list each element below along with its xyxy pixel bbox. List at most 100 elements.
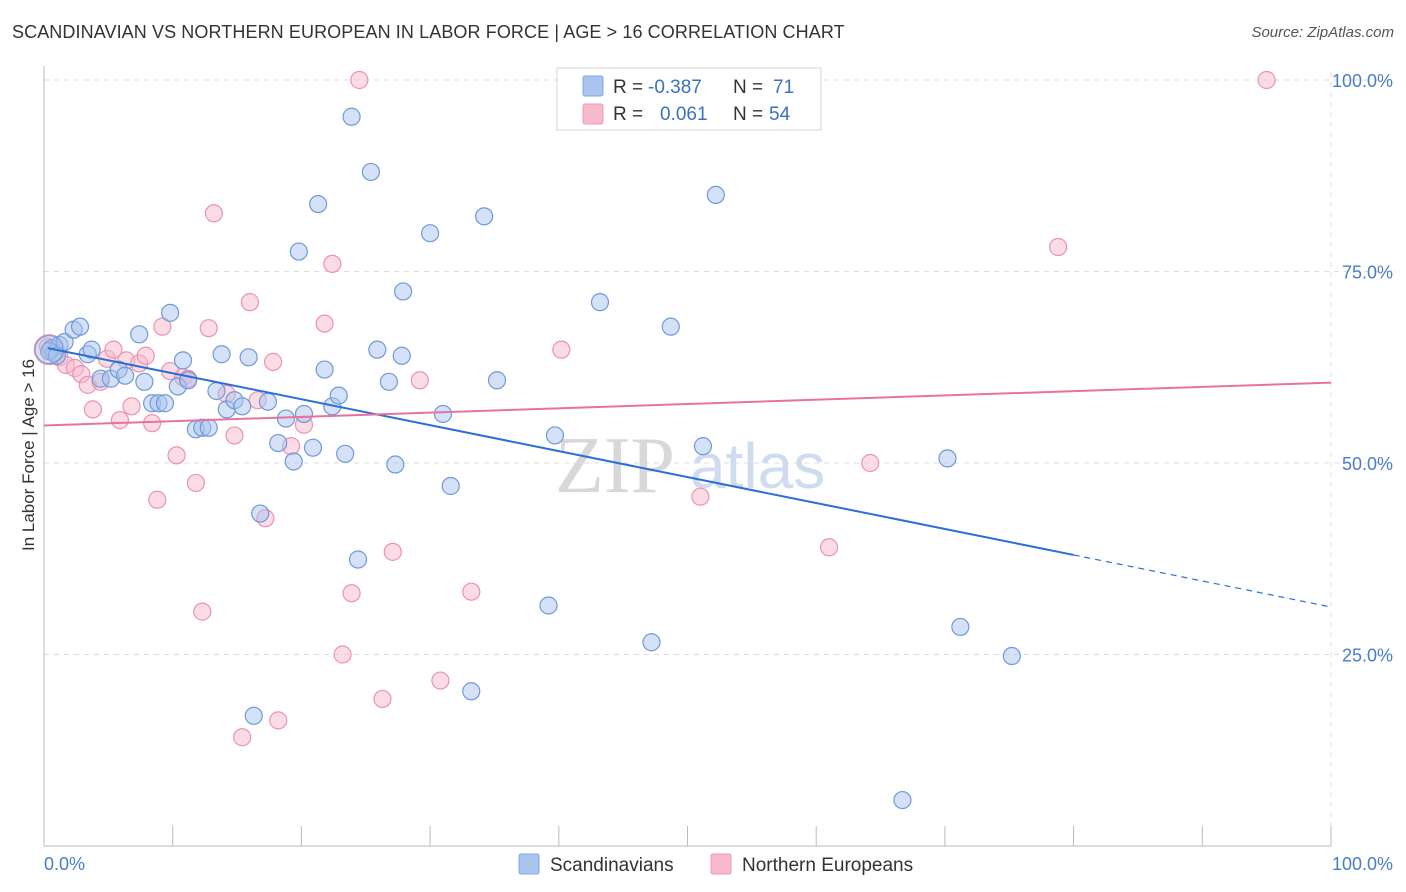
scandinavians-point: [348, 550, 368, 569]
scandinavians-point: [893, 790, 912, 810]
northern-europeans-point: [691, 487, 710, 506]
scandinavians-point: [361, 162, 380, 182]
northern-europeans-point: [462, 582, 481, 601]
scandinavians-point: [392, 346, 411, 365]
watermark: ZIP atlas: [555, 422, 825, 510]
stats-r-value-2: 0.061: [660, 104, 708, 125]
scandinavians-point: [545, 426, 565, 445]
scandinavians-point: [693, 437, 713, 456]
scandinavians-point: [336, 444, 355, 463]
x-tick-label-min: 0.0%: [44, 854, 85, 874]
northern-europeans-point: [1257, 70, 1276, 90]
northern-europeans-point: [167, 446, 186, 465]
northern-europeans-point: [225, 426, 244, 445]
stats-n-label-1: N =: [733, 77, 763, 98]
northern-europeans-point: [861, 453, 880, 473]
northern-europeans-point: [323, 254, 342, 273]
scandinavians-point: [289, 242, 308, 261]
scandinavians-point: [269, 433, 288, 453]
stats-n-value-2: 54: [769, 104, 791, 125]
scandinavians-point: [706, 185, 725, 204]
stats-n-value-1: 71: [773, 77, 794, 98]
tick-labels: 25.0% 50.0% 75.0% 100.0% 0.0% 100.0%: [44, 71, 1393, 874]
northern-europeans-point: [148, 490, 167, 509]
northern-europeans-point: [110, 411, 130, 430]
scandinavians-point: [421, 224, 440, 243]
northern-europeans-point: [186, 473, 205, 493]
scandinavians-point: [433, 404, 453, 424]
scandinavians-point: [315, 360, 334, 379]
northern-europeans-point: [410, 371, 429, 390]
stats-legend-blue-swatch: [582, 75, 604, 97]
scandinavians-point: [462, 682, 481, 701]
stats-n-label-2: N =: [733, 104, 763, 125]
scandinavians-point: [207, 381, 226, 401]
northern-europeans-point: [83, 400, 103, 419]
scandinavians-point: [539, 596, 558, 615]
y-tick-label: 25.0%: [1342, 646, 1393, 666]
stats-r-label-1: R =: [613, 77, 643, 98]
stats-r-label-2: R =: [613, 104, 643, 125]
scandinavians-cluster-point: [34, 335, 64, 365]
scandinavians-point: [386, 455, 405, 474]
scandinavians-trend-line: [47, 347, 1074, 556]
scandinavians-point: [239, 348, 258, 367]
northern-europeans-point: [1049, 237, 1068, 257]
legend-swatch-northern-europeans: [710, 853, 732, 875]
stats-legend: R = -0.387 N = 71 R = 0.061 N = 54: [556, 67, 822, 131]
northern-europeans-point: [342, 584, 361, 603]
scandinavians-point: [938, 449, 957, 468]
northern-europeans-point: [819, 538, 839, 557]
northern-europeans-point: [204, 204, 223, 223]
scandinavians-point: [155, 394, 175, 413]
scandinavians-point: [487, 371, 507, 390]
scandinavians-point: [82, 340, 101, 359]
northern-europeans-point: [315, 314, 334, 333]
northern-europeans-point: [263, 352, 283, 371]
scandinavians-point: [303, 438, 323, 457]
scandinavians-point: [294, 404, 314, 424]
axes: [43, 66, 1332, 847]
scandinavians-point: [173, 351, 193, 370]
scandinavians-point: [309, 194, 328, 214]
source-label: Source: ZipAtlas.com: [1251, 24, 1394, 41]
scandinavians-point: [393, 282, 413, 301]
northern-europeans-point: [193, 602, 212, 621]
northern-europeans-point: [269, 711, 288, 730]
y-tick-label: 50.0%: [1342, 454, 1393, 474]
legend-swatch-scandinavians: [518, 853, 540, 875]
trend-lines: [43, 347, 1332, 608]
northern-europeans-point: [104, 340, 123, 359]
northern-europeans-point: [122, 397, 141, 416]
legend-label-northern-europeans: Northern Europeans: [742, 855, 913, 876]
scandinavians-point: [130, 325, 149, 344]
scandinavians-point: [233, 397, 252, 416]
northern-europeans-point: [383, 542, 402, 561]
scandinavians-point: [642, 633, 661, 652]
scandinavians-point: [590, 293, 610, 312]
scandinavians-point: [199, 418, 218, 437]
scandinavians-point: [342, 107, 361, 126]
grid-lines: [44, 72, 1395, 846]
scandinavians-point: [251, 504, 270, 523]
scandinavians-point: [1002, 646, 1021, 666]
northern-europeans-point: [233, 728, 252, 747]
scandinavians-trend-extension: [1073, 554, 1332, 608]
northern-europeans-point: [136, 346, 155, 365]
scandinavians-point: [115, 366, 135, 385]
watermark-zip: ZIP: [555, 422, 675, 510]
northern-europeans-point: [350, 70, 369, 90]
bottom-legend: Scandinavians Northern Europeans: [518, 853, 913, 876]
northern-europeans-point: [431, 671, 450, 690]
scandinavians-point: [258, 392, 278, 411]
scandinavians-point: [475, 207, 494, 226]
stats-r-value-1: -0.387: [648, 77, 702, 98]
scandinavians-point: [135, 372, 154, 391]
x-tick-label-max: 100.0%: [1332, 854, 1393, 874]
scandinavians-point: [212, 345, 231, 364]
watermark-atlas: atlas: [690, 430, 825, 502]
stats-legend-pink-swatch: [582, 103, 604, 125]
northern-europeans-point: [552, 340, 571, 359]
legend-label-scandinavians: Scandinavians: [550, 855, 674, 876]
